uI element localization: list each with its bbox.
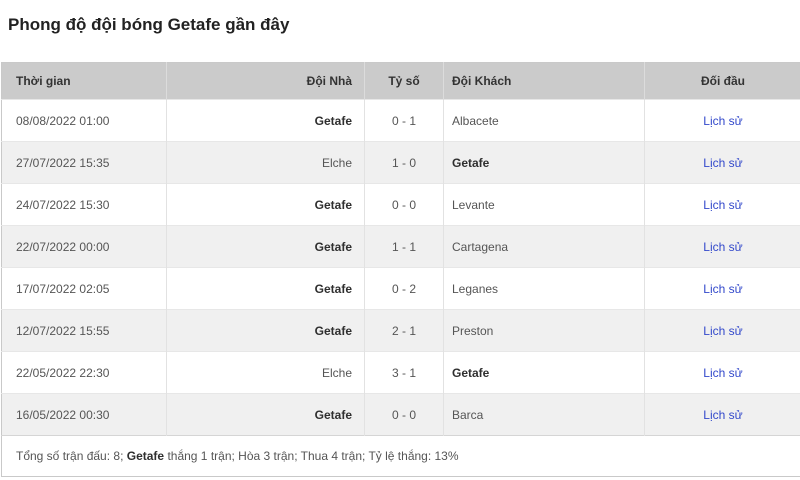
- match-score: 0 - 0: [364, 183, 444, 226]
- summary-text-lead: Tổng số trận đấu: 8;: [16, 449, 127, 463]
- match-time: 16/05/2022 00:30: [1, 393, 167, 436]
- table-body: 08/08/2022 01:00 Getafe 0 - 1 Albacete L…: [1, 99, 800, 436]
- history-link[interactable]: Lịch sử: [703, 113, 743, 128]
- table-row: 24/07/2022 15:30 Getafe 0 - 0 Levante Lị…: [1, 183, 800, 226]
- home-team: Getafe: [166, 225, 365, 268]
- match-score: 2 - 1: [364, 309, 444, 352]
- header-row: Thời gian Đội Nhà Tỷ số Đội Khách Đối đầ…: [1, 62, 800, 100]
- match-time: 12/07/2022 15:55: [1, 309, 167, 352]
- table-row: 22/05/2022 22:30 Elche 3 - 1 Getafe Lịch…: [1, 351, 800, 394]
- table-row: 12/07/2022 15:55 Getafe 2 - 1 Preston Lị…: [1, 309, 800, 352]
- match-time: 27/07/2022 15:35: [1, 141, 167, 184]
- match-score: 0 - 1: [364, 99, 444, 142]
- table-row: 08/08/2022 01:00 Getafe 0 - 1 Albacete L…: [1, 99, 800, 142]
- table-footer: Tổng số trận đấu: 8; Getafe thắng 1 trận…: [1, 435, 800, 477]
- page-title: Phong độ đội bóng Getafe gần đây: [8, 15, 290, 34]
- history-link[interactable]: Lịch sử: [703, 155, 743, 170]
- match-time: 17/07/2022 02:05: [1, 267, 167, 310]
- history-link[interactable]: Lịch sử: [703, 239, 743, 254]
- home-team: Getafe: [166, 393, 365, 436]
- away-team: Levante: [443, 183, 645, 226]
- match-time: 08/08/2022 01:00: [1, 99, 167, 142]
- table-row: 27/07/2022 15:35 Elche 1 - 0 Getafe Lịch…: [1, 141, 800, 184]
- match-time: 22/07/2022 00:00: [1, 225, 167, 268]
- summary-text-rest: thắng 1 trận; Hòa 3 trận; Thua 4 trận; T…: [164, 449, 459, 463]
- away-team: Preston: [443, 309, 645, 352]
- away-team: Albacete: [443, 99, 645, 142]
- table-row: 22/07/2022 00:00 Getafe 1 - 1 Cartagena …: [1, 225, 800, 268]
- history-link[interactable]: Lịch sử: [703, 323, 743, 338]
- home-team: Getafe: [166, 309, 365, 352]
- match-score: 0 - 0: [364, 393, 444, 436]
- column-header-h2h: Đối đầu: [644, 62, 800, 100]
- column-header-score: Tỷ số: [364, 62, 444, 100]
- home-team: Elche: [166, 141, 365, 184]
- match-score: 3 - 1: [364, 351, 444, 394]
- history-link[interactable]: Lịch sử: [703, 197, 743, 212]
- away-team: Barca: [443, 393, 645, 436]
- home-team: Elche: [166, 351, 365, 394]
- home-team: Getafe: [166, 183, 365, 226]
- summary-row: Tổng số trận đấu: 8; Getafe thắng 1 trận…: [1, 435, 800, 477]
- column-header-away: Đội Khách: [443, 62, 645, 100]
- column-header-time: Thời gian: [1, 62, 167, 100]
- away-team: Getafe: [443, 351, 645, 394]
- summary-team-name: Getafe: [126, 449, 165, 463]
- match-time: 24/07/2022 15:30: [1, 183, 167, 226]
- recent-form-table: Thời gian Đội Nhà Tỷ số Đội Khách Đối đầ…: [1, 62, 800, 477]
- table-header: Thời gian Đội Nhà Tỷ số Đội Khách Đối đầ…: [1, 62, 800, 100]
- history-link[interactable]: Lịch sử: [703, 281, 743, 296]
- table-row: 16/05/2022 00:30 Getafe 0 - 0 Barca Lịch…: [1, 393, 800, 436]
- column-header-home: Đội Nhà: [166, 62, 365, 100]
- match-score: 1 - 0: [364, 141, 444, 184]
- history-link[interactable]: Lịch sử: [703, 407, 743, 422]
- history-link[interactable]: Lịch sử: [703, 365, 743, 380]
- home-team: Getafe: [166, 99, 365, 142]
- table-row: 17/07/2022 02:05 Getafe 0 - 2 Leganes Lị…: [1, 267, 800, 310]
- away-team: Getafe: [443, 141, 645, 184]
- away-team: Cartagena: [443, 225, 645, 268]
- match-score: 1 - 1: [364, 225, 444, 268]
- home-team: Getafe: [166, 267, 365, 310]
- summary-cell: Tổng số trận đấu: 8; Getafe thắng 1 trận…: [1, 435, 800, 477]
- away-team: Leganes: [443, 267, 645, 310]
- match-score: 0 - 2: [364, 267, 444, 310]
- match-time: 22/05/2022 22:30: [1, 351, 167, 394]
